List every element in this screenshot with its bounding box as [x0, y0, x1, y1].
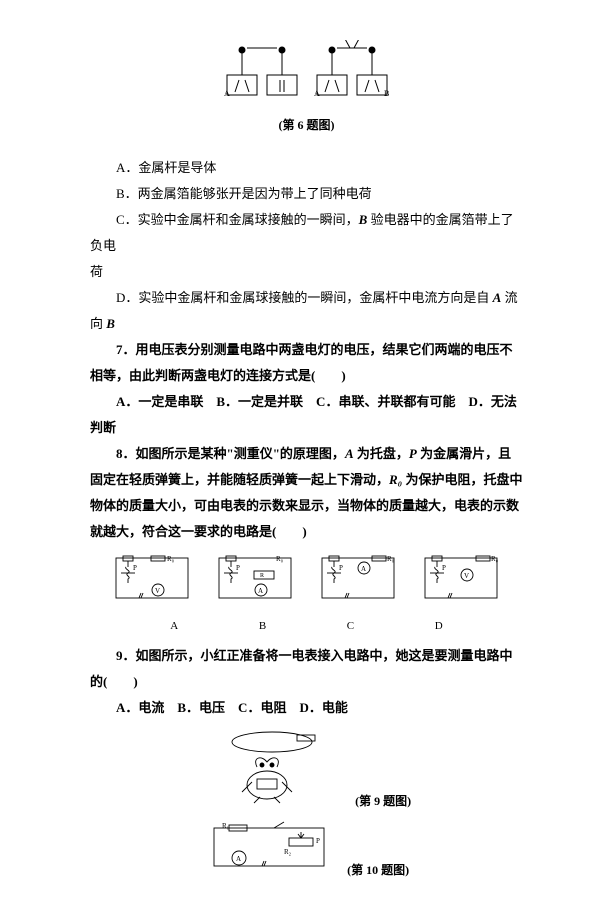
svg-text:R₀: R₀	[491, 555, 499, 563]
q6-figure: A A B	[90, 40, 523, 107]
q6-c-pre: C．实验中金属杆和金属球接触的一瞬间，	[116, 212, 359, 227]
q6-d-b: B	[106, 316, 115, 331]
q9-figure-caption: (第 9 题图)	[355, 794, 411, 808]
svg-text:V: V	[464, 572, 469, 580]
q6-option-d: D．实验中金属杆和金属球接触的一瞬间，金属杆中电流方向是自 A 流向 B	[90, 285, 523, 337]
q8-diagram-a: P R₀ V	[111, 553, 193, 611]
svg-text:R₀: R₀	[387, 555, 395, 563]
q6-option-c: C．实验中金属杆和金属球接触的一瞬间，B 验电器中的金属箔带上了负电	[90, 207, 523, 259]
q8-r0: R₀	[389, 472, 402, 487]
q8-diagram-c: P R₀ A	[317, 553, 399, 611]
svg-text:A: A	[224, 89, 230, 98]
q8-label-d: D	[435, 615, 443, 637]
q8-label-a: A	[170, 615, 178, 637]
svg-text:R₀: R₀	[167, 555, 175, 563]
svg-text:P: P	[133, 564, 137, 572]
q10-figure-caption: (第 10 题图)	[347, 863, 409, 877]
svg-text:V: V	[155, 587, 160, 595]
svg-text:A: A	[258, 587, 263, 595]
q8-label-b: B	[259, 615, 266, 637]
svg-text:B: B	[384, 89, 389, 98]
svg-text:P: P	[442, 564, 446, 572]
q9-options: A．电流 B．电压 C．电阻 D．电能	[90, 695, 523, 721]
q8-diagram-labels: A B C D	[90, 615, 523, 637]
q7-stem: 7．用电压表分别测量电路中两盏电灯的电压，结果它们两端的电压不相等，由此判断两盏…	[90, 337, 523, 389]
q8-a: A	[345, 446, 354, 461]
q8-diagram-b: P R A R₀	[214, 553, 296, 611]
q6-d-a: A	[493, 290, 502, 305]
svg-text:A: A	[236, 855, 241, 863]
q8-pre: 8．如图所示是某种"测重仪"的原理图，	[116, 446, 345, 461]
q6-figure-caption: (第 6 题图)	[90, 113, 523, 137]
svg-text:R: R	[260, 573, 264, 579]
q6-option-a: A．金属杆是导体	[90, 155, 523, 181]
svg-text:P: P	[339, 564, 343, 572]
q6-d-pre: D．实验中金属杆和金属球接触的一瞬间，金属杆中电流方向是自	[116, 290, 493, 305]
q8-p: P	[409, 446, 417, 461]
q9-figure: (第 9 题图)	[90, 727, 523, 814]
svg-text:R₂: R₂	[284, 848, 292, 856]
svg-text:R₁: R₁	[222, 822, 229, 830]
q6-option-b: B．两金属箔能够张开是因为带上了同种电荷	[90, 181, 523, 207]
svg-text:P: P	[236, 564, 240, 572]
q8-diagram-row: P R₀ V P R A R₀ P R₀	[90, 553, 523, 611]
q7-options: A．一定是串联 B．一定是并联 C．串联、并联都有可能 D．无法判断	[90, 389, 523, 441]
q8-label-c: C	[347, 615, 354, 637]
q6-option-c-tail: 荷	[90, 259, 523, 285]
q8-stem: 8．如图所示是某种"测重仪"的原理图，A 为托盘，P 为金属滑片，且固定在轻质弹…	[90, 441, 523, 545]
q8-diagram-d: P V R₀	[420, 553, 502, 611]
svg-text:A: A	[361, 565, 366, 573]
svg-text:A: A	[314, 89, 320, 98]
q9-stem: 9．如图所示，小红正准备将一电表接入电路中，她这是要测量电路中的( )	[90, 643, 523, 695]
q8-m1: 为托盘，	[354, 446, 409, 461]
q10-figure: R₁ P R₂ A (第 10 题图)	[90, 818, 523, 883]
svg-text:P: P	[316, 837, 320, 845]
svg-text:R₀: R₀	[276, 555, 284, 563]
